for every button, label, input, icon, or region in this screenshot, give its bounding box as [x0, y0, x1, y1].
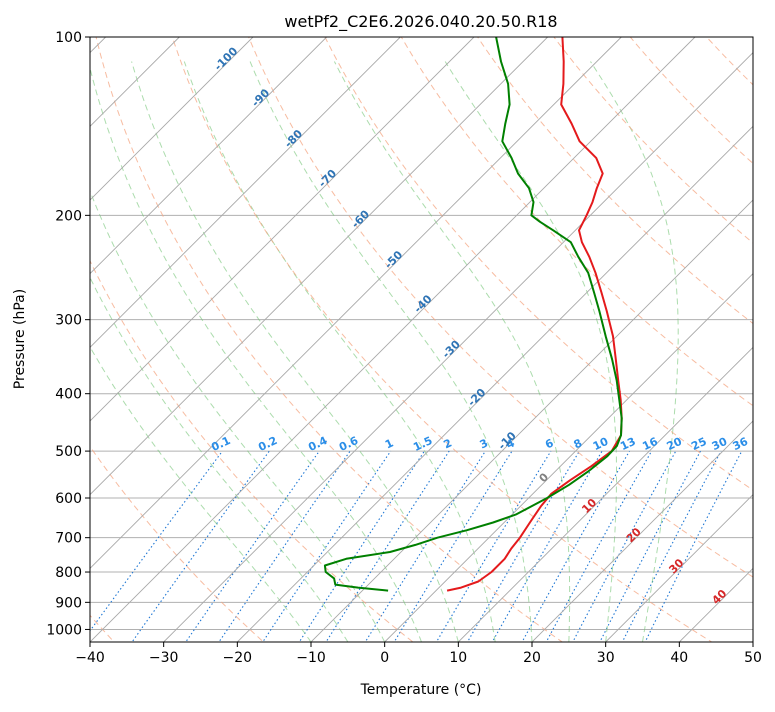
dry-adiabat-line — [171, 37, 713, 642]
dry-adiabat-line — [553, 37, 753, 244]
moist-adiabat-line — [444, 61, 617, 642]
moist-adiabat-line — [183, 61, 496, 642]
mixing-ratio-line — [644, 450, 743, 642]
y-tick-label: 700 — [55, 531, 82, 547]
isotherm-line — [90, 37, 548, 496]
mixing-ratio-label: 13 — [618, 435, 637, 453]
isotherm-line — [90, 37, 622, 569]
mixing-ratio-label: 36 — [731, 435, 751, 453]
mixing-ratio-line — [545, 450, 653, 642]
isotherm-line — [90, 37, 475, 422]
isotherm-line — [163, 52, 753, 642]
moist-adiabat-line — [90, 189, 386, 642]
x-tick-label: 40 — [670, 650, 688, 666]
x-tick-label: 0 — [380, 650, 389, 666]
plot-background — [90, 37, 753, 642]
moist-adiabat-line — [249, 61, 533, 642]
y-tick-label: 200 — [55, 208, 82, 224]
x-tick-label: −20 — [223, 650, 253, 666]
dry-adiabats — [90, 37, 753, 642]
isotherm-line — [90, 37, 401, 348]
y-axis-label: Pressure (hPa) — [12, 289, 28, 389]
isotherm-line — [384, 273, 753, 642]
mixing-ratio-line — [491, 450, 603, 642]
isotherm-line — [237, 125, 753, 642]
x-tick-label: 10 — [449, 650, 467, 666]
y-tick-label: 1000 — [46, 622, 82, 638]
x-tick-label: 50 — [744, 650, 762, 666]
y-tick-label: 500 — [55, 444, 82, 460]
y-tick-label: 100 — [55, 30, 82, 46]
isotherm-line — [90, 37, 327, 275]
isotherm-line — [531, 420, 753, 642]
mixing-ratio-label: 25 — [689, 435, 708, 453]
x-tick-label: 20 — [523, 650, 541, 666]
y-tick-label: 300 — [55, 313, 82, 329]
mixing-ratio-label: 16 — [640, 435, 660, 453]
dry-adiabat-line — [90, 259, 414, 642]
mixing-ratio-label: 10 — [591, 435, 611, 453]
mixing-ratio-line — [185, 450, 320, 642]
dry-adiabat-line — [95, 37, 564, 642]
dewpoint-profile-line — [323, 37, 623, 592]
temperature-profile-line — [446, 37, 623, 592]
axes-ticks: −40 −30 −20 −10 0 10 20 30 40 50 1000 900 800 700 600 5… — [46, 30, 762, 666]
mixing-ratio-line — [262, 450, 392, 642]
x-tick-label: −10 — [296, 650, 326, 666]
dry-adiabat-line — [400, 37, 753, 407]
mixing-ratio-label: 30 — [710, 435, 730, 453]
dry-adiabat-line — [248, 37, 753, 578]
x-tick-label: −40 — [75, 650, 105, 666]
mixing-ratio-line — [298, 450, 425, 642]
y-tick-label: 900 — [55, 595, 82, 611]
mixing-ratio-line — [131, 450, 270, 642]
isotherm-line — [90, 37, 696, 642]
y-tick-label: 600 — [55, 491, 82, 507]
plot-frame — [89, 36, 754, 643]
moist-adiabat-line — [90, 65, 422, 642]
x-tick-label: 30 — [597, 650, 615, 666]
chart-title: wetPf2_C2E6.2026.040.20.50.R18 — [284, 12, 557, 32]
mixing-ratio-line — [435, 450, 552, 642]
moist-adiabat-line — [90, 345, 312, 642]
mixing-ratio-line — [218, 450, 351, 642]
x-tick-label: −30 — [149, 650, 179, 666]
x-axis-label: Temperature (°C) — [360, 682, 482, 698]
y-tick-label: 400 — [55, 387, 82, 403]
isotherm-line — [90, 37, 254, 201]
mixing-ratio-label: 20 — [665, 435, 685, 453]
mixing-ratio-lines — [90, 450, 743, 642]
dry-adiabat-line — [324, 37, 753, 491]
moist-adiabat-line — [90, 276, 349, 642]
mixing-ratio-line — [466, 450, 580, 642]
moist-adiabat-line — [131, 61, 459, 642]
moist-adiabats — [90, 61, 679, 642]
isotherm-line — [605, 494, 753, 642]
profile-series — [323, 37, 623, 592]
y-tick-label: 800 — [55, 565, 82, 581]
moist-adiabat-line — [590, 61, 679, 642]
isotherm-line — [458, 346, 753, 642]
